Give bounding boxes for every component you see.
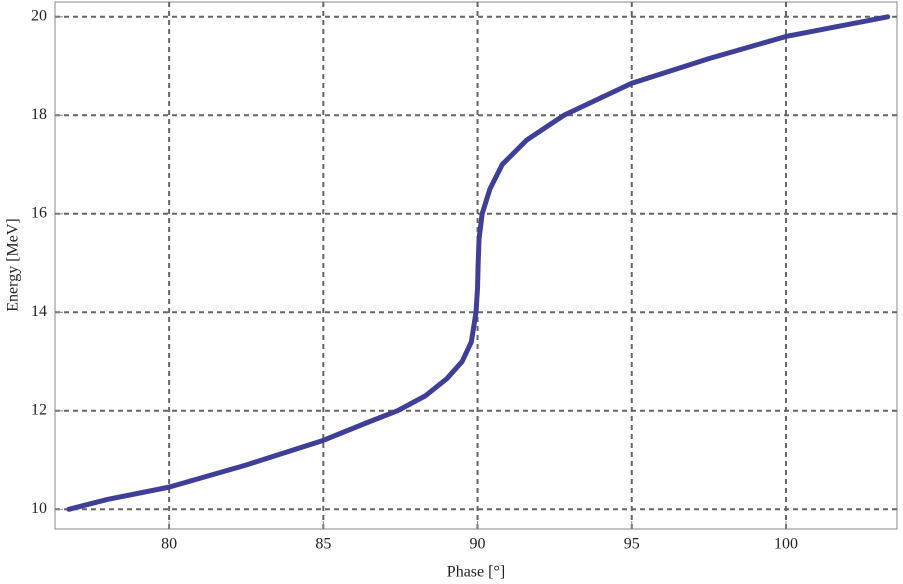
x-tick-label: 95: [624, 536, 640, 553]
y-tick-label: 14: [31, 303, 47, 320]
x-axis-label: Phase [°]: [447, 564, 505, 581]
x-tick-label: 100: [774, 536, 798, 553]
y-tick-label: 10: [31, 500, 47, 517]
y-tick-label: 18: [31, 106, 47, 123]
x-tick-label: 85: [315, 536, 331, 553]
x-tick-label: 90: [470, 536, 486, 553]
y-tick-label: 20: [31, 7, 47, 24]
x-tick-label: 80: [161, 536, 177, 553]
y-tick-label: 12: [31, 401, 47, 418]
y-tick-label: 16: [31, 204, 47, 221]
plot-frame: [54, 1, 898, 530]
y-axis-label: Energy [MeV]: [5, 218, 22, 311]
data-line: [66, 14, 891, 512]
